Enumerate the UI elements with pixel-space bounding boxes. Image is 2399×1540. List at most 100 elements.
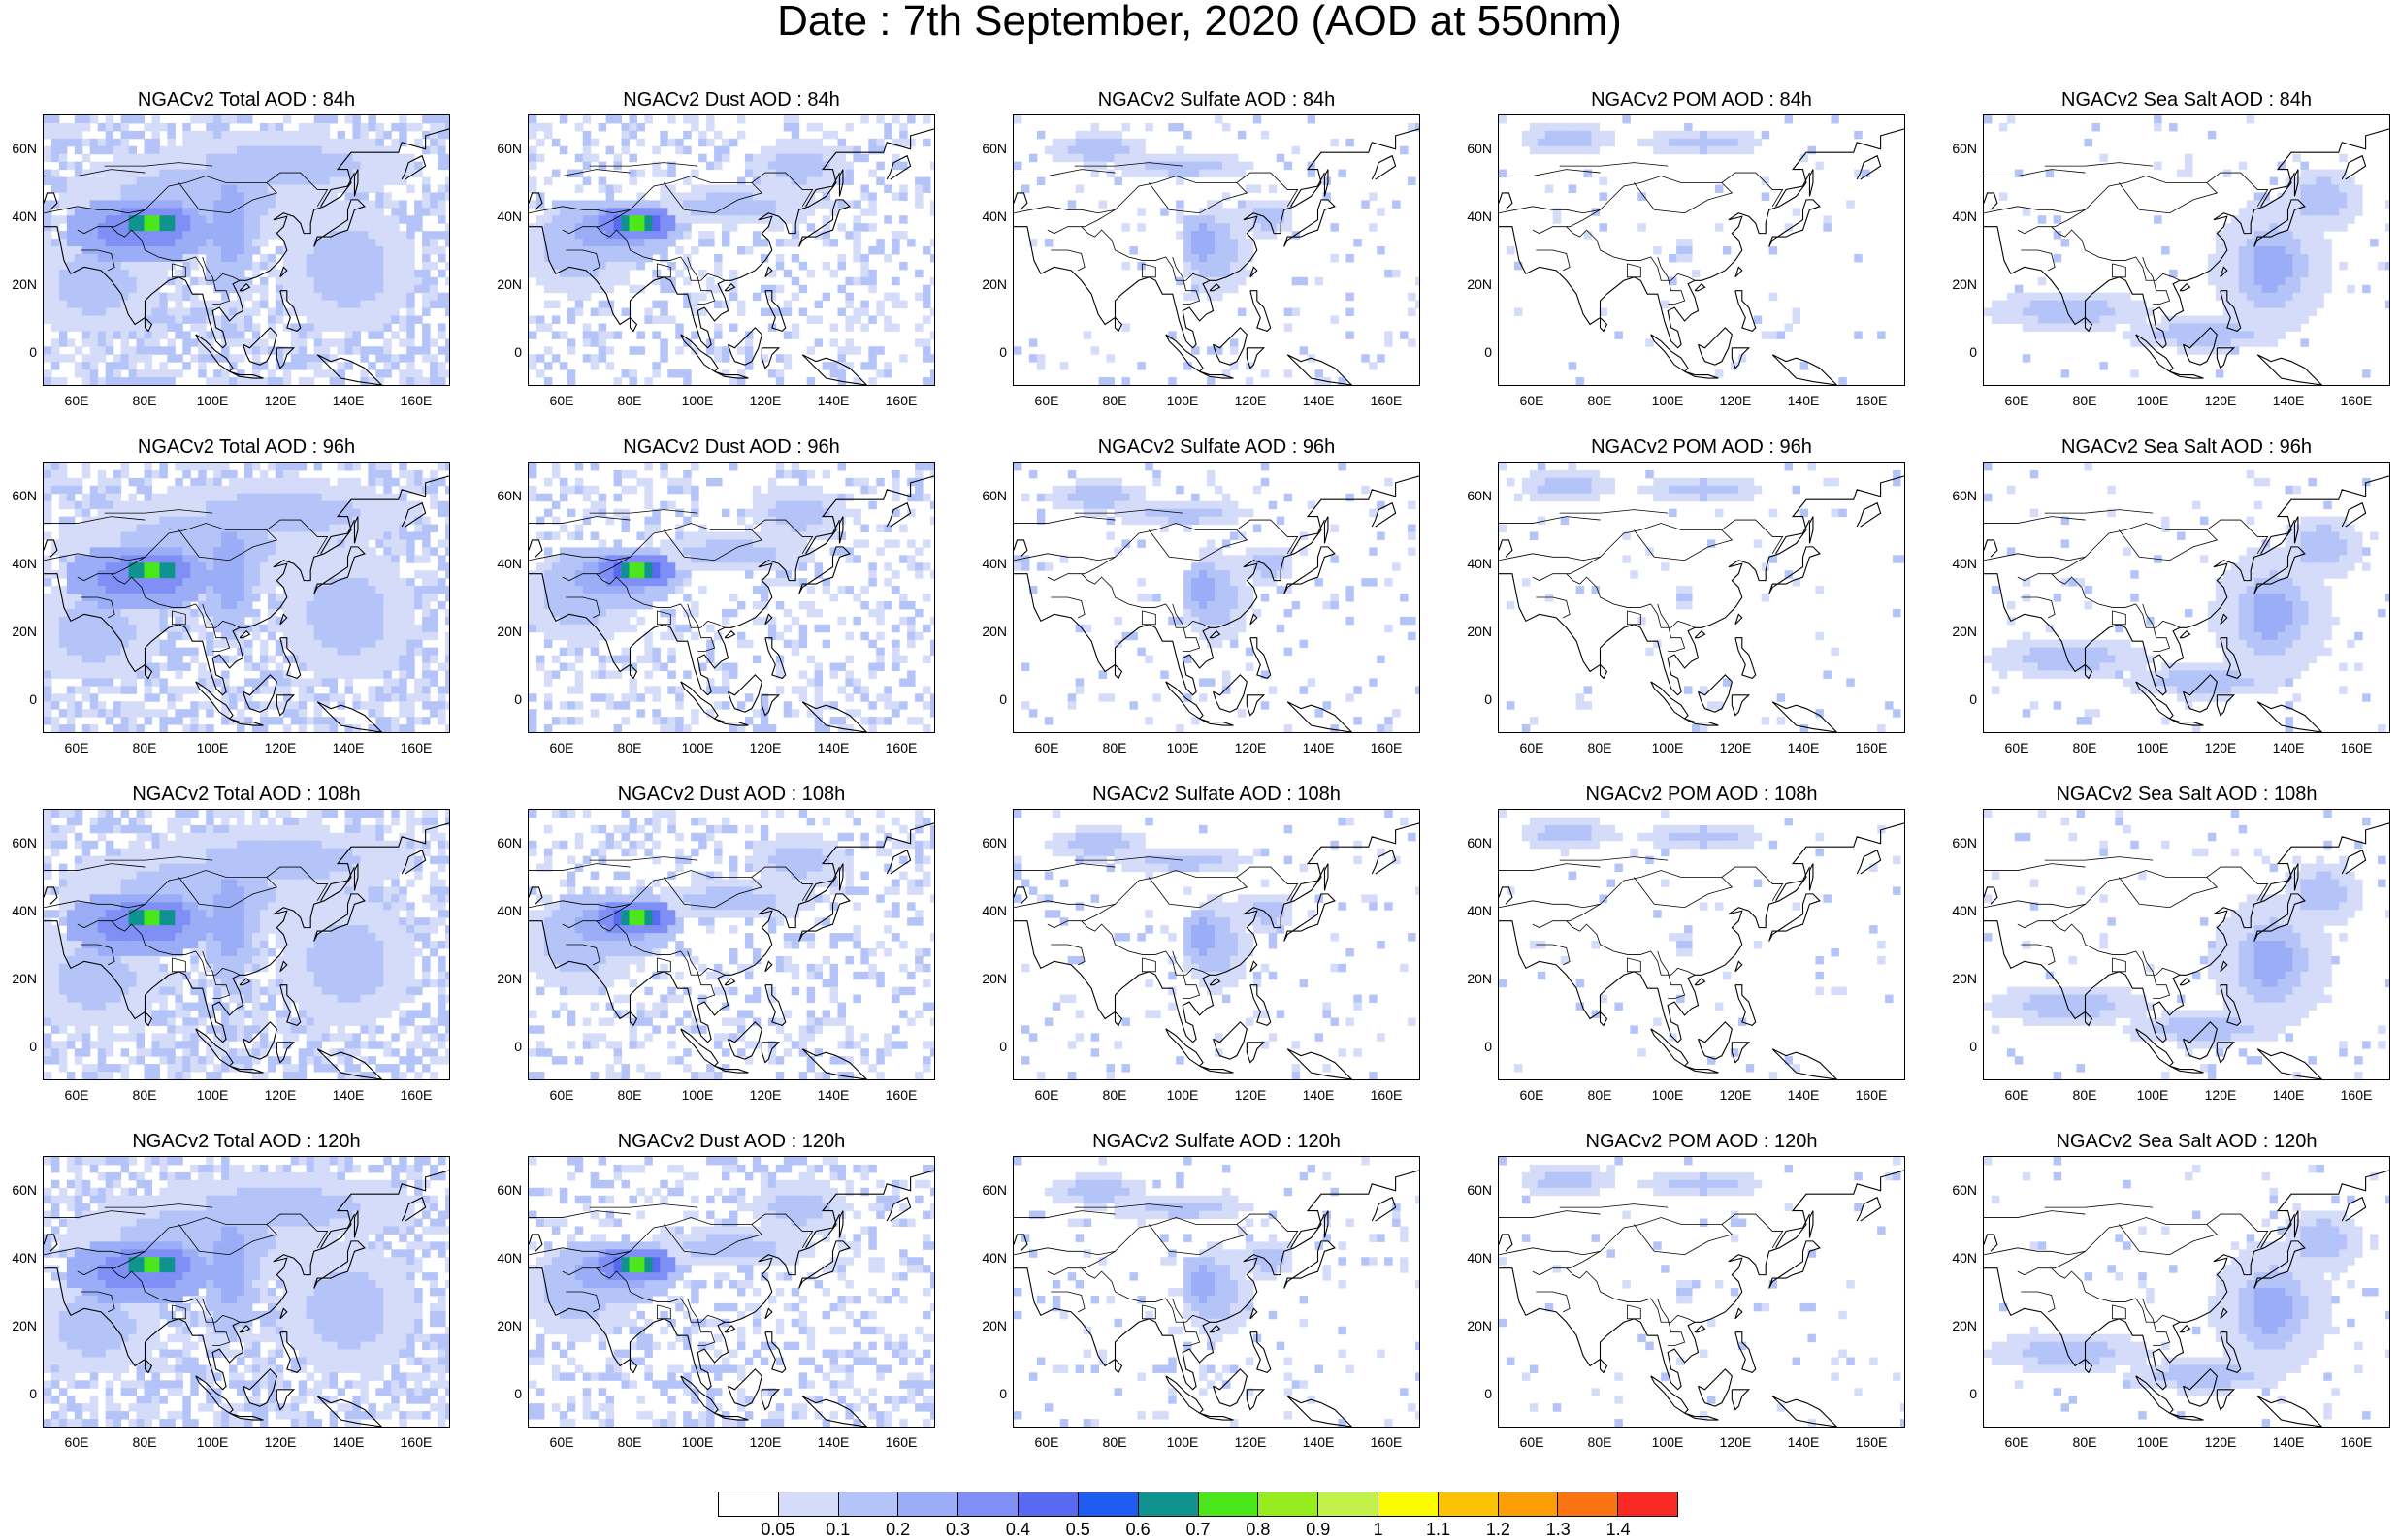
aod-cell — [2292, 200, 2301, 209]
aod-cell — [313, 307, 323, 317]
aod-cell — [313, 600, 323, 610]
aod-cell — [422, 531, 431, 540]
aod-cell — [391, 531, 400, 540]
aod-cell — [636, 223, 645, 232]
aod-cell — [360, 292, 369, 302]
aod-cell — [136, 354, 146, 363]
aod-cell — [1028, 239, 1038, 247]
aod-cell — [798, 145, 808, 155]
aod-cell — [344, 115, 353, 124]
aod-cell — [321, 354, 331, 363]
aod-cell — [306, 524, 315, 532]
aod-cell — [2037, 323, 2047, 332]
aod-cell — [159, 709, 168, 718]
aod-cell — [1345, 253, 1354, 263]
aod-cell — [1098, 200, 1108, 209]
aod-cell — [368, 662, 376, 671]
aod-cell — [313, 208, 323, 216]
aod-cell — [352, 208, 361, 216]
aod-cell — [159, 184, 168, 193]
aod-cell — [930, 369, 934, 378]
aod-cell — [113, 362, 122, 370]
aod-cell — [105, 269, 114, 278]
aod-cell — [50, 184, 60, 193]
aod-cell — [259, 578, 269, 587]
aod-cell — [1753, 315, 1763, 324]
aod-cell — [290, 261, 300, 271]
aod-cell — [543, 377, 553, 385]
aod-cell — [306, 477, 315, 487]
aod-cell — [89, 223, 99, 232]
aod-cell — [267, 315, 276, 324]
aod-cell — [337, 524, 346, 532]
aod-cell — [344, 215, 353, 224]
aod-cell — [229, 276, 238, 286]
aod-cell — [383, 130, 392, 140]
aod-cell — [275, 678, 284, 687]
aod-cell — [598, 323, 607, 332]
aod-cell — [313, 485, 323, 495]
aod-cell — [120, 662, 130, 671]
aod-cell — [2347, 176, 2355, 185]
aod-cell — [282, 616, 292, 626]
aod-cell — [89, 169, 99, 178]
aod-cell — [198, 531, 207, 540]
aod-cell — [798, 208, 808, 216]
aod-cell — [399, 616, 407, 626]
aod-cell — [667, 138, 676, 147]
aod-cell — [1207, 161, 1216, 171]
aod-cell — [251, 539, 261, 548]
aod-cell — [783, 208, 793, 216]
aod-cell — [368, 578, 376, 587]
aod-cell — [144, 231, 152, 240]
aod-cell — [321, 338, 331, 347]
aod-cell — [290, 223, 300, 232]
aod-cell — [1792, 307, 1801, 317]
aod-cell — [244, 693, 253, 702]
aod-cell — [683, 261, 692, 271]
aod-cell — [144, 477, 152, 487]
aod-cell — [221, 562, 230, 571]
aod-cell — [1176, 200, 1184, 209]
aod-cell — [1160, 153, 1169, 163]
aod-cell — [1083, 138, 1092, 147]
aod-cell — [229, 169, 238, 178]
aod-cell — [806, 138, 816, 147]
map-plot — [43, 114, 450, 386]
aod-cell — [438, 215, 446, 224]
aod-cell — [892, 192, 900, 201]
aod-cell — [445, 547, 449, 556]
aod-cell — [298, 547, 308, 556]
aod-cell — [2060, 315, 2070, 324]
aod-cell — [1137, 161, 1146, 171]
aod-cell — [438, 246, 446, 255]
aod-cell — [445, 662, 449, 671]
aod-cell — [399, 338, 407, 347]
aod-cell — [128, 362, 138, 370]
aod-cell — [44, 600, 52, 610]
aod-cell — [221, 516, 230, 526]
aod-cell — [2207, 130, 2217, 140]
aod-cell — [128, 678, 138, 687]
aod-cell — [229, 562, 238, 571]
aod-cell — [313, 346, 323, 355]
aod-cell — [1176, 153, 1184, 163]
aod-cell — [144, 594, 152, 602]
aod-cell — [267, 215, 276, 224]
aod-cell — [221, 594, 230, 602]
aod-cell — [306, 616, 315, 626]
lat-tick-label: 40N — [497, 209, 522, 224]
aod-cell — [58, 276, 68, 286]
aod-cell — [2076, 315, 2086, 324]
aod-cell — [660, 130, 668, 140]
aod-cell — [213, 594, 222, 602]
aod-cell — [1283, 223, 1293, 232]
coastline — [242, 327, 277, 366]
aod-cell — [667, 169, 676, 178]
aod-cell — [282, 169, 292, 178]
aod-cell — [422, 693, 431, 702]
aod-cell — [306, 647, 315, 657]
aod-cell — [2037, 307, 2047, 317]
aod-cell — [767, 208, 777, 216]
aod-cell — [915, 323, 924, 332]
